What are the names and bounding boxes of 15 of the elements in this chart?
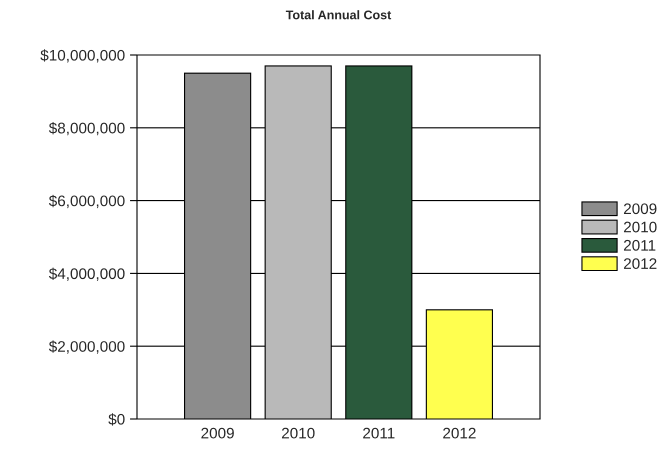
y-tick-label: $2,000,000 bbox=[48, 340, 125, 354]
y-tick-label: $0 bbox=[108, 413, 125, 426]
x-tick-label: 2012 bbox=[443, 428, 476, 439]
legend-label: 2010 bbox=[624, 222, 657, 232]
x-tick-label: 2010 bbox=[282, 428, 315, 439]
legend-label: 2012 bbox=[624, 258, 656, 270]
x-tick-label: 2009 bbox=[201, 428, 234, 439]
y-tick-label: $4,000,000 bbox=[48, 268, 125, 281]
chart-title: Total Annual Cost bbox=[286, 10, 392, 20]
legend-label: 2009 bbox=[624, 203, 656, 214]
y-tick-label: $6,000,000 bbox=[48, 194, 125, 208]
x-tick-label: 2011 bbox=[363, 428, 394, 439]
y-tick-label: $8,000,000 bbox=[48, 122, 125, 136]
y-tick-label: $10,000,000 bbox=[40, 49, 125, 62]
legend-label: 2011 bbox=[624, 240, 656, 251]
